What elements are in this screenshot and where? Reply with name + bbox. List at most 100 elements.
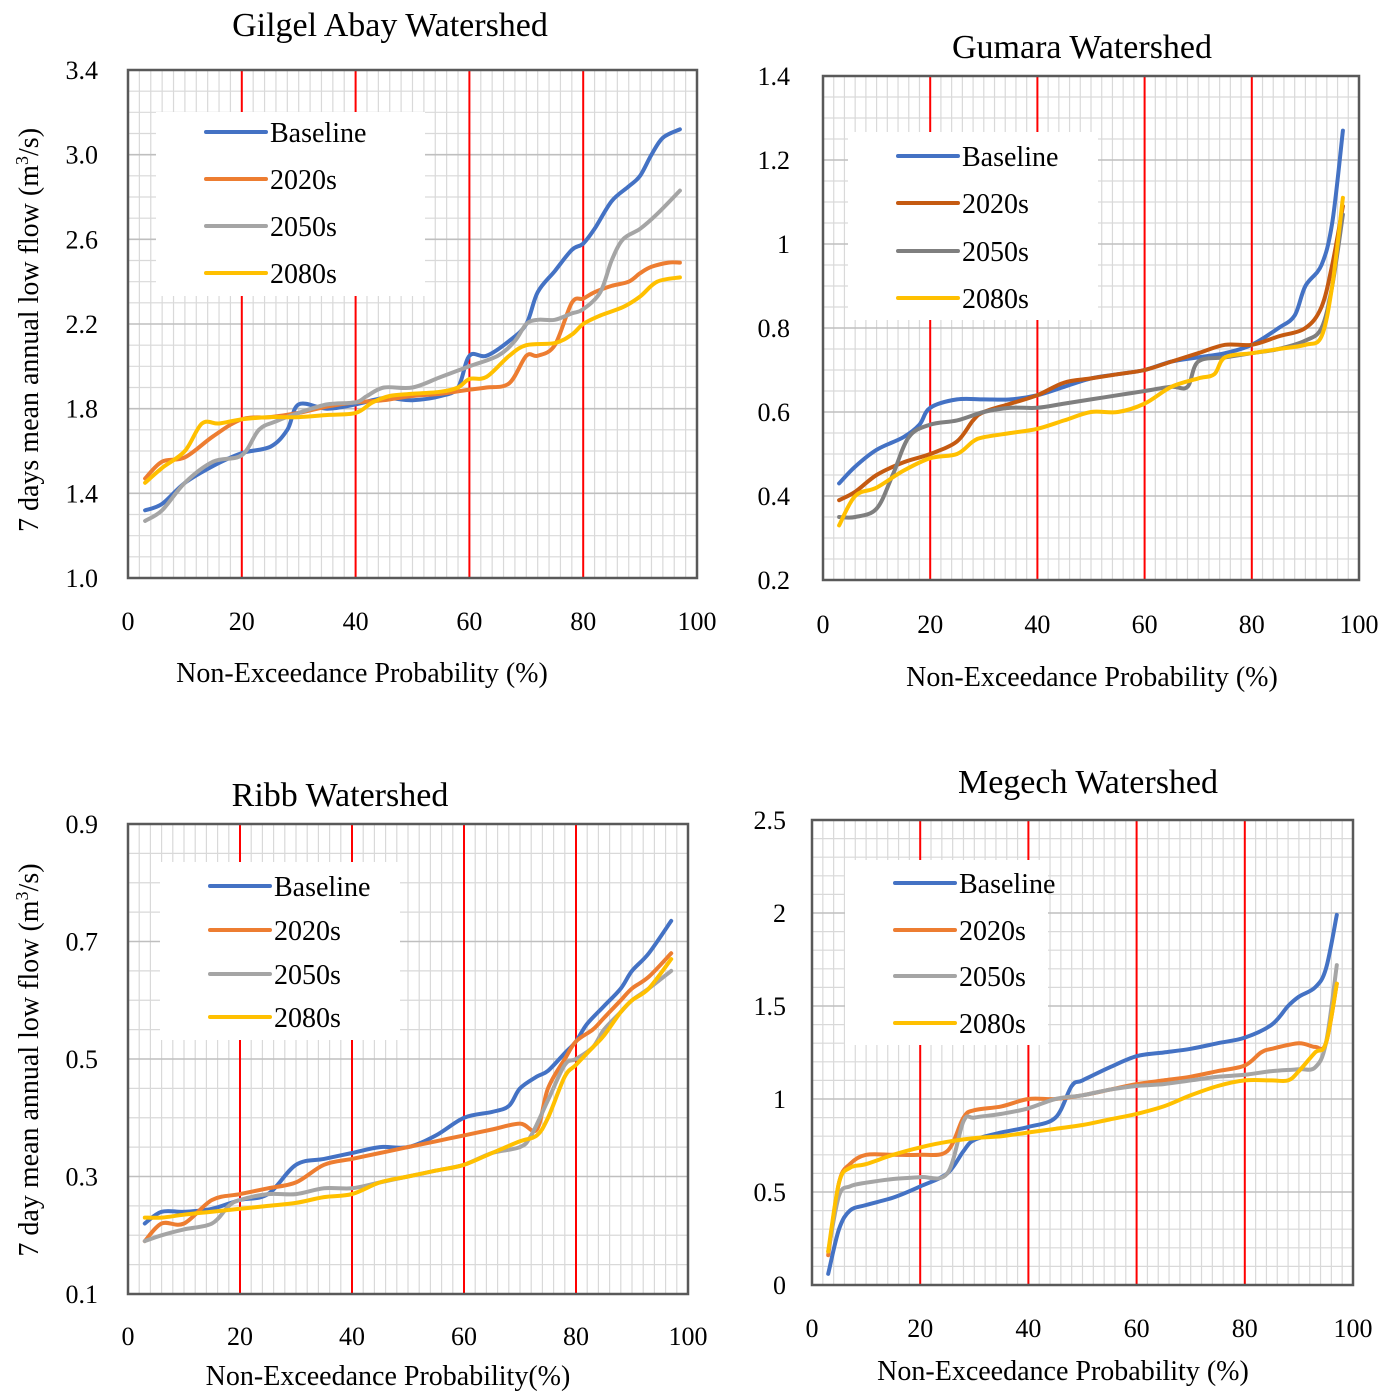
series-line-2080s [142,957,674,1220]
series-line-2050s [826,963,1339,1254]
legend-label-2020s: 2020s [270,165,337,196]
legend-label-2050s: 2050s [270,212,337,243]
plot-frame [126,822,690,1296]
y-tick-label: 0.5 [66,1045,99,1074]
legend-box [160,862,400,1040]
x-tick-label: 60 [456,607,482,636]
series-line-baseline [826,912,1339,1276]
y-axis-label: 7 day mean annual low flow (m3/s) [12,863,45,1256]
y-tick-label: 0.8 [758,314,791,343]
legend-label-2020s: 2020s [962,189,1029,220]
y-tick-label: 1.8 [66,395,99,424]
x-axis-label: Non-Exceedance Probability(%) [206,1361,571,1392]
y-tick-label: 2.6 [66,225,99,254]
x-tick-label: 20 [227,1322,253,1351]
x-tick-label: 60 [1132,610,1158,639]
x-tick-label: 60 [451,1322,477,1351]
x-tick-label: 40 [339,1322,365,1351]
legend-label-baseline: Baseline [270,118,366,149]
y-tick-label: 1.4 [758,62,791,91]
x-tick-label: 0 [806,1314,819,1343]
chart-3: Baseline 2020s 2050s 2080s 0 20 40 60 80 100 0.1 0.… [12,777,708,1392]
y-tick-label: 1.2 [758,146,791,175]
plot-frame [810,818,1355,1287]
y-tick-label: 0.2 [758,566,791,595]
y-tick-label: 0.5 [754,1178,787,1207]
x-axis-label: Non-Exceedance Probability (%) [877,1356,1249,1387]
x-tick-label: 0 [122,1322,135,1351]
x-tick-label: 100 [669,1322,708,1351]
legend-label-2050s: 2050s [274,960,341,991]
y-tick-label: 3.0 [66,141,99,170]
x-axis-label: Non-Exceedance Probability (%) [906,662,1278,693]
series-line-2080s [143,275,682,485]
legend-label-2080s: 2080s [274,1003,341,1034]
series-line-2080s [826,981,1339,1254]
legend-label-baseline: Baseline [962,142,1058,173]
y-tick-label: 2.2 [66,310,99,339]
y-tick-label: 0.7 [66,928,99,957]
chart-4: Baseline 2020s 2050s 2080s 0 20 40 60 80 100 0 0.5 1… [754,764,1373,1387]
chart-title: Gilgel Abay Watershed [232,7,548,44]
x-tick-label: 80 [570,607,596,636]
chart-title: Ribb Watershed [232,777,449,814]
y-tick-label: 2.5 [754,806,787,835]
legend-box [156,112,425,296]
x-axis-label: Non-Exceedance Probability (%) [176,658,548,689]
legend-label-2080s: 2080s [962,284,1029,315]
series-line-2020s [837,204,1345,503]
x-tick-label: 0 [122,607,135,636]
legend: Baseline 2020s 2050s 2080s [156,112,425,296]
legend-label-2080s: 2080s [959,1009,1026,1040]
plot-frame [126,68,699,580]
x-tick-label: 100 [1334,1314,1373,1343]
y-tick-label: 1.4 [66,479,99,508]
legend-label-2020s: 2020s [959,916,1026,947]
chart-1: Baseline 2020s 2050s 2080s 0 20 40 60 80 100 1.0 1.… [12,7,717,689]
y-tick-label: 0.9 [66,810,99,839]
x-tick-label: 80 [1232,1314,1258,1343]
series-line-baseline [143,127,682,513]
legend: Baseline 2020s 2050s 2080s [848,132,1098,320]
y-axis-label: 7 days mean annual low flow (m3/s) [12,128,45,532]
y-tick-label: 0.6 [758,398,791,427]
chart-title: Megech Watershed [958,764,1218,801]
x-tick-label: 100 [1340,610,1379,639]
x-tick-label: 60 [1124,1314,1150,1343]
legend: Baseline 2020s 2050s 2080s [160,862,400,1040]
legend: Baseline 2020s 2050s 2080s [845,860,1055,1045]
legend-label-2050s: 2050s [959,962,1026,993]
y-tick-label: 3.4 [66,56,99,85]
x-tick-label: 20 [917,610,943,639]
legend-label-2050s: 2050s [962,237,1029,268]
chart-2: Baseline 2020s 2050s 2080s 0 20 40 60 80 100 0.2 0.… [758,29,1379,693]
chart-title: Gumara Watershed [952,29,1212,66]
plot-frame [821,74,1361,582]
legend-box [845,860,1048,1045]
grid [128,824,688,1294]
x-tick-label: 20 [907,1314,933,1343]
y-tick-label: 2 [773,899,786,928]
y-tick-label: 0.1 [66,1280,99,1309]
x-tick-label: 80 [1239,610,1265,639]
y-tick-label: 1.5 [754,992,787,1021]
x-tick-label: 80 [563,1322,589,1351]
y-tick-label: 0 [773,1271,786,1300]
y-tick-label: 1.0 [66,564,99,593]
y-tick-label: 1 [773,1085,786,1114]
legend-label-baseline: Baseline [274,872,370,903]
y-tick-label: 1 [777,230,790,259]
x-tick-label: 20 [229,607,255,636]
x-tick-label: 0 [817,610,830,639]
x-tick-label: 40 [343,607,369,636]
x-tick-label: 40 [1024,610,1050,639]
series-line-2050s [143,188,682,523]
series-line-2080s [837,195,1345,528]
legend-label-baseline: Baseline [959,869,1055,900]
x-tick-label: 100 [678,607,717,636]
series-line-2020s [142,951,674,1244]
y-tick-label: 0.3 [66,1163,99,1192]
y-tick-label: 0.4 [758,482,791,511]
x-tick-label: 40 [1015,1314,1041,1343]
